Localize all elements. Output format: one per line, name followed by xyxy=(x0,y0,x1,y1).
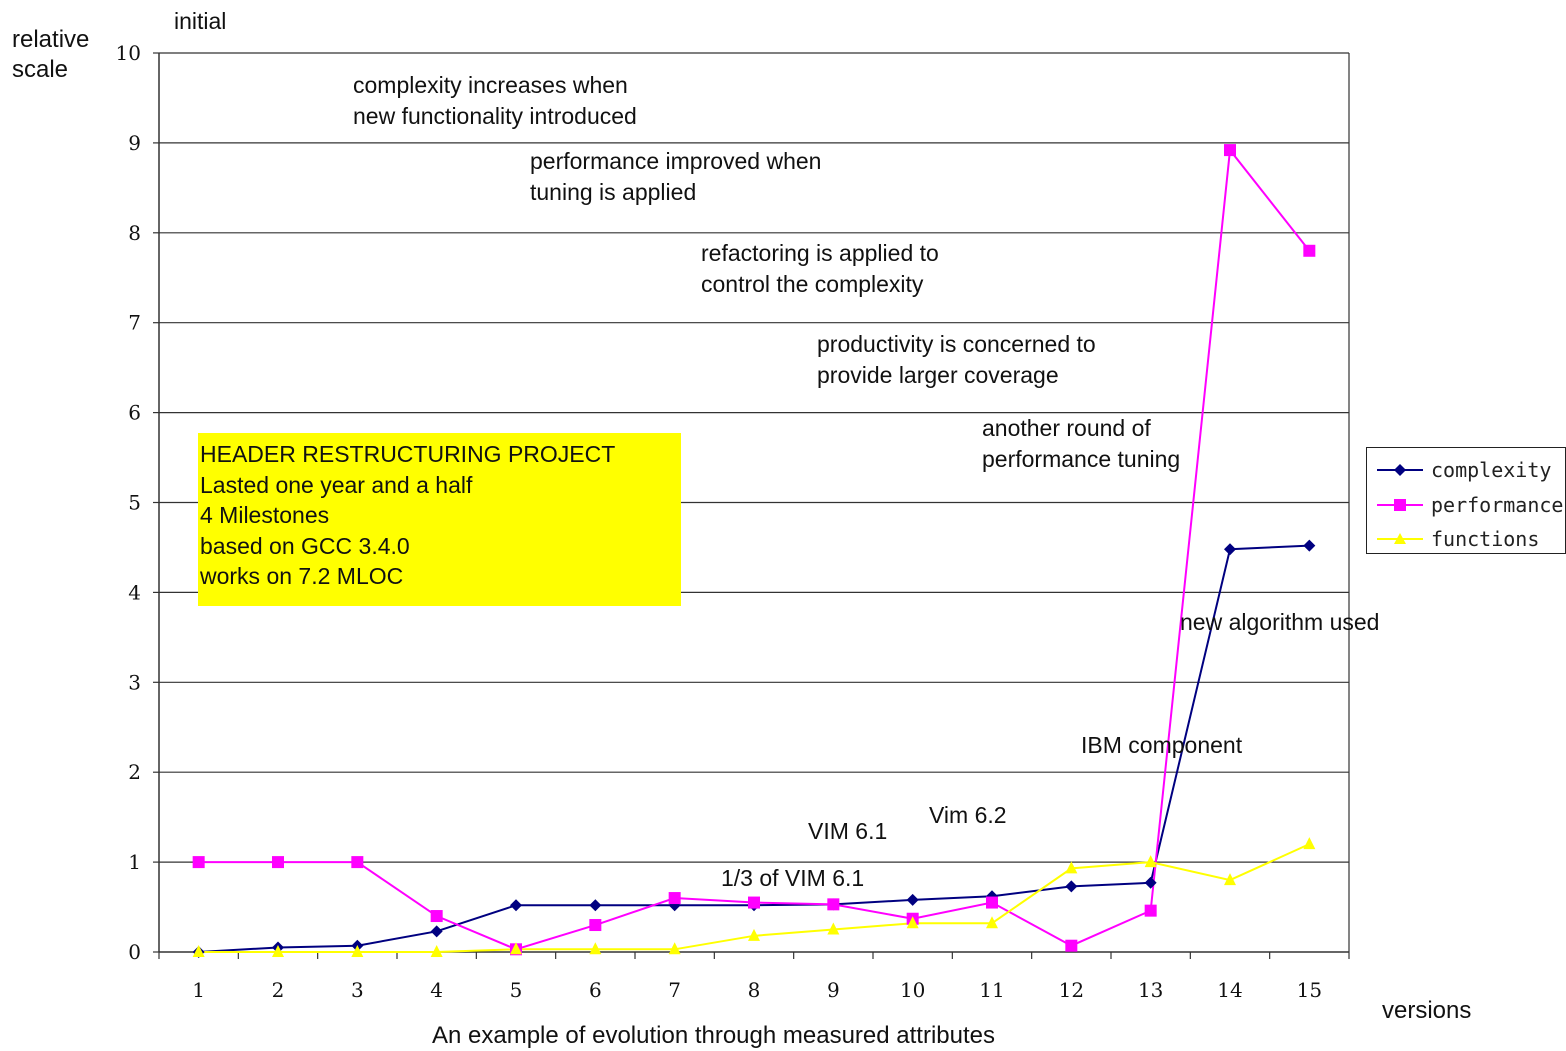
x-tick-label-4: 4 xyxy=(430,978,443,1002)
x-tick-label-8: 8 xyxy=(748,978,761,1002)
y-tick-label-6: 6 xyxy=(128,401,141,425)
annotation-third-vim-6-1: 1/3 of VIM 6.1 xyxy=(721,865,865,891)
functions-point-10 xyxy=(906,916,919,929)
annotation-performance-improved: performance improved when tuning is appl… xyxy=(530,148,822,205)
y-tick-label-1: 1 xyxy=(128,850,141,874)
x-tick-label-13: 13 xyxy=(1138,978,1163,1002)
functions-point-8 xyxy=(748,928,760,941)
performance-point-9 xyxy=(827,898,840,911)
legend-label-performance: performance xyxy=(1431,493,1564,517)
annotation-new-algorithm: new algorithm used xyxy=(1180,609,1380,635)
performance-point-15 xyxy=(1303,244,1316,257)
performance-point-6 xyxy=(589,919,602,932)
functions-point-14 xyxy=(1224,873,1236,886)
annotation-performance-tuning: another round of performance tuning xyxy=(982,415,1181,472)
complexity-point-12 xyxy=(1065,880,1078,893)
x-tick-label-3: 3 xyxy=(351,978,364,1002)
performance-point-3 xyxy=(351,856,364,869)
functions-point-4 xyxy=(430,945,443,957)
legend-entry-performance: performance xyxy=(1375,490,1563,520)
complexity-point-5 xyxy=(510,899,522,912)
performance-point-2 xyxy=(272,856,284,869)
complexity-point-13 xyxy=(1144,876,1157,889)
functions-point-1 xyxy=(192,945,205,957)
performance-point-1 xyxy=(192,856,205,869)
legend-label-functions: functions xyxy=(1431,527,1540,551)
x-tick-label-6: 6 xyxy=(589,978,602,1002)
functions-point-7 xyxy=(668,942,681,955)
performance-point-7 xyxy=(668,892,681,905)
complexity-point-15 xyxy=(1303,539,1316,552)
x-tick-label-11: 11 xyxy=(979,978,1004,1002)
legend-marker-functions xyxy=(1377,533,1423,544)
complexity-point-4 xyxy=(430,925,443,938)
x-tick-label-2: 2 xyxy=(272,978,285,1002)
series-markers xyxy=(192,144,1316,958)
performance-point-12 xyxy=(1065,939,1078,952)
annotation-vim-6-1: VIM 6.1 xyxy=(808,818,888,844)
annotation-ibm-component: IBM component xyxy=(1081,732,1243,758)
x-tick-label-9: 9 xyxy=(827,978,840,1002)
functions-point-6 xyxy=(589,942,602,955)
annotation-vim-6-2: Vim 6.2 xyxy=(929,802,1007,828)
y-tick-label-8: 8 xyxy=(128,221,141,245)
y-tick-label-7: 7 xyxy=(128,311,141,335)
functions-point-13 xyxy=(1144,855,1157,868)
x-tick-label-12: 12 xyxy=(1059,978,1084,1002)
functions-point-2 xyxy=(272,945,284,957)
annotation-refactoring: refactoring is applied to control the co… xyxy=(701,240,939,297)
complexity-point-14 xyxy=(1224,543,1236,556)
performance-point-8 xyxy=(748,896,760,909)
functions-point-15 xyxy=(1303,837,1316,850)
performance-point-11 xyxy=(986,896,998,909)
project-info-box: HEADER RESTRUCTURING PROJECT Lasted one … xyxy=(198,433,681,606)
y-axis-label: relative scale xyxy=(12,26,90,83)
functions-point-3 xyxy=(351,945,364,957)
performance-point-13 xyxy=(1144,904,1157,917)
annotation-initial: initial xyxy=(174,8,227,34)
legend-marker-performance xyxy=(1377,499,1423,511)
complexity-point-6 xyxy=(589,899,602,912)
y-tick-label-2: 2 xyxy=(128,760,141,784)
x-axis-label: versions xyxy=(1382,997,1472,1024)
y-tick-label-3: 3 xyxy=(128,670,141,694)
legend-entry-complexity: complexity xyxy=(1375,455,1551,485)
x-tick-label-15: 15 xyxy=(1297,978,1322,1002)
y-tick-label-5: 5 xyxy=(128,491,141,515)
performance-point-14 xyxy=(1224,144,1236,157)
y-tick-label-0: 0 xyxy=(128,940,141,964)
functions-point-12 xyxy=(1065,861,1078,874)
legend-label-complexity: complexity xyxy=(1431,458,1552,482)
x-tick-label-1: 1 xyxy=(192,978,205,1002)
x-tick-label-7: 7 xyxy=(668,978,681,1002)
functions-point-5 xyxy=(510,942,522,955)
annotation-productivity: productivity is concerned to provide lar… xyxy=(817,331,1096,388)
functions-point-9 xyxy=(827,922,840,935)
complexity-point-10 xyxy=(906,893,919,906)
chart-caption: An example of evolution through measured… xyxy=(432,1022,996,1049)
x-tick-label-5: 5 xyxy=(510,978,523,1002)
y-tick-label-9: 9 xyxy=(128,131,141,155)
x-tick-label-10: 10 xyxy=(900,978,925,1002)
performance-point-4 xyxy=(430,910,443,923)
annotation-complexity-increases: complexity increases when new functional… xyxy=(353,72,637,129)
y-tick-label-10: 10 xyxy=(116,41,141,65)
legend-entry-functions: functions xyxy=(1375,524,1539,554)
x-tick-label-14: 14 xyxy=(1217,978,1242,1002)
legend-marker-complexity xyxy=(1377,464,1423,476)
legend: complexity performance functions xyxy=(1366,447,1566,554)
y-tick-label-4: 4 xyxy=(128,580,141,604)
functions-point-11 xyxy=(986,916,998,929)
